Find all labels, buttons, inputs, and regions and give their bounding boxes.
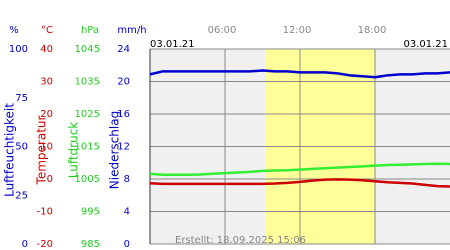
y-tick-label: 0 (47, 174, 53, 185)
y-tick-label: 1045 (75, 44, 100, 55)
axis-unit: hPa (81, 25, 99, 36)
axis-title: Luftfeuchtigkeit (3, 103, 17, 197)
y-tick-label: 30 (40, 77, 53, 88)
y-tick-label: 8 (124, 174, 130, 185)
date-right: 03.01.21 (403, 39, 448, 50)
y-tick-label: 985 (81, 239, 100, 250)
axis-unit: % (9, 25, 19, 36)
y-tick-label: 0 (124, 239, 130, 250)
y-tick-label: 20 (40, 109, 53, 120)
y-tick-label: 1035 (75, 77, 100, 88)
y-tick-label: 24 (117, 44, 130, 55)
axis-title: Niederschlag (108, 111, 122, 189)
series-line (149, 178, 450, 188)
y-tick-label: 16 (117, 109, 130, 120)
axis-unit: mm/h (117, 25, 146, 36)
date-left: 03.01.21 (150, 39, 195, 50)
y-tick-label: 75 (15, 93, 28, 104)
series-line (149, 69, 450, 79)
y-tick-label: 1025 (75, 109, 100, 120)
y-tick-label: -20 (37, 239, 53, 250)
y-tick-label: 12 (117, 142, 130, 153)
axis-title: Luftdruck (67, 122, 81, 179)
y-tick-label: 25 (15, 190, 28, 201)
footer: Erstellt: 18.09.2025 15:06 (175, 235, 306, 246)
y-tick-label: 1005 (75, 174, 100, 185)
y-tick-label: 20 (117, 77, 130, 88)
y-tick-label: 100 (9, 44, 28, 55)
series-line (149, 162, 450, 177)
y-tick-label: 1015 (75, 142, 100, 153)
y-tick-label: 10 (40, 142, 53, 153)
x-tick-label: 06:00 (208, 25, 237, 36)
x-tick-label: 18:00 (358, 25, 387, 36)
axis-unit: °C (41, 25, 53, 36)
y-tick-label: 4 (124, 207, 130, 218)
y-tick-label: 50 (15, 142, 28, 153)
axis-title: Temperatur (35, 115, 49, 185)
x-tick-label: 12:00 (283, 25, 312, 36)
y-tick-label: 995 (81, 207, 100, 218)
y-tick-label: 40 (40, 44, 53, 55)
y-tick-label: -10 (37, 207, 53, 218)
y-tick-label: 0 (22, 239, 28, 250)
